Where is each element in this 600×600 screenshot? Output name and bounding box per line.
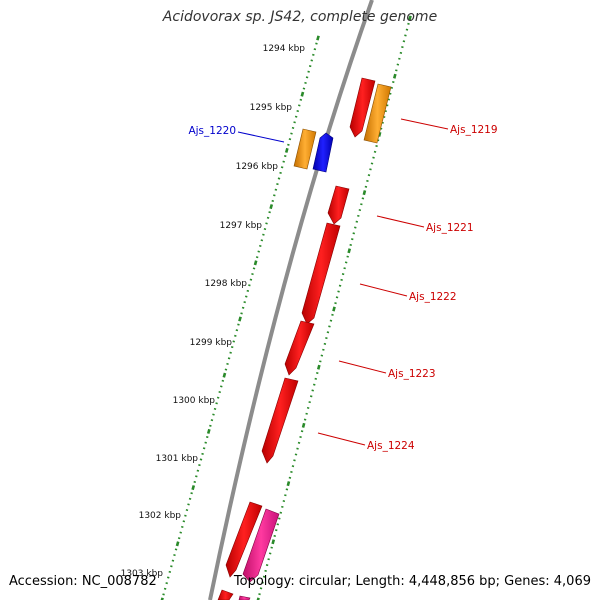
scale-label: 1295 kbp	[250, 103, 293, 113]
scale-major-tick	[175, 541, 180, 547]
gene-label-ajs-1220[interactable]: Ajs_1220	[188, 125, 236, 137]
gene-bottom-red-2[interactable]	[217, 589, 234, 600]
scale-major-tick	[392, 73, 397, 79]
accession-text: Accession: NC_008782	[9, 574, 157, 589]
gene-ajs-1219-orange[interactable]	[363, 83, 392, 144]
gene-labels: Ajs_1219 Ajs_1220 Ajs_1221 Ajs_1222 Ajs_…	[188, 124, 497, 452]
topology-text: Topology: circular; Length: 4,448,856 bp…	[233, 574, 591, 589]
scale-label: 1300 kbp	[173, 396, 216, 406]
scale-major-tick	[286, 481, 291, 487]
scale-major-tick	[300, 91, 305, 97]
scale-major-tick	[271, 539, 276, 545]
page-title: Acidovorax sp. JS42, complete genome	[162, 9, 438, 25]
label-leaders	[237, 118, 449, 446]
gene-ajs-1223[interactable]	[284, 320, 315, 376]
inner-scale-track	[160, 35, 320, 600]
gene-ajs-1222[interactable]	[301, 222, 341, 325]
genome-backbone	[208, 0, 374, 600]
scale-major-tick	[332, 306, 336, 312]
scale-major-tick	[206, 428, 211, 434]
scale-label: 1296 kbp	[236, 162, 279, 172]
outer-scale-track	[256, 15, 412, 600]
gene-ajs-1221[interactable]	[327, 185, 350, 225]
scale-major-tick	[191, 485, 196, 491]
scale-major-tick	[238, 316, 242, 322]
gene-label-ajs-1223[interactable]: Ajs_1223	[388, 368, 436, 380]
gene-ajs-1220-blue[interactable]	[312, 132, 334, 173]
scale-major-tick	[284, 147, 289, 153]
gene-ajs-1219-red[interactable]	[349, 77, 376, 138]
scale-major-tick	[362, 190, 367, 196]
gene-bottom-pink-2[interactable]	[238, 595, 251, 600]
scale-major-tick	[253, 260, 258, 266]
scale-major-tick	[347, 248, 352, 254]
scale-major-tick	[316, 35, 320, 41]
scale-major-tick	[222, 372, 227, 378]
gene-label-ajs-1219[interactable]: Ajs_1219	[450, 124, 498, 136]
gene-bottom-red-1[interactable]	[225, 501, 263, 578]
scale-label: 1294 kbp	[263, 44, 306, 54]
scale-labels: 1294 kbp 1295 kbp 1296 kbp 1297 kbp 1298 kbp…	[121, 44, 306, 579]
gene-label-ajs-1224[interactable]: Ajs_1224	[367, 440, 415, 452]
scale-label: 1297 kbp	[220, 221, 263, 231]
scale-major-tick	[256, 597, 260, 600]
scale-major-tick	[408, 15, 412, 21]
scale-label: 1303 kbp	[121, 569, 164, 579]
gene-bottom-pink-1[interactable]	[242, 508, 280, 583]
scale-label: 1301 kbp	[156, 454, 199, 464]
scale-major-tick	[301, 422, 306, 428]
scale-major-tick	[316, 364, 321, 370]
gene-ajs-1220-orange[interactable]	[293, 128, 317, 170]
gene-label-ajs-1222[interactable]: Ajs_1222	[409, 291, 457, 303]
scale-label: 1302 kbp	[139, 511, 182, 521]
scale-major-tick	[377, 131, 382, 137]
gene-ajs-1224[interactable]	[261, 377, 299, 464]
gene-label-ajs-1221[interactable]: Ajs_1221	[426, 222, 474, 234]
scale-major-tick	[269, 204, 274, 210]
scale-major-tick	[160, 597, 164, 600]
scale-label: 1298 kbp	[205, 279, 248, 289]
scale-label: 1299 kbp	[190, 338, 233, 348]
gene-features	[217, 77, 392, 600]
